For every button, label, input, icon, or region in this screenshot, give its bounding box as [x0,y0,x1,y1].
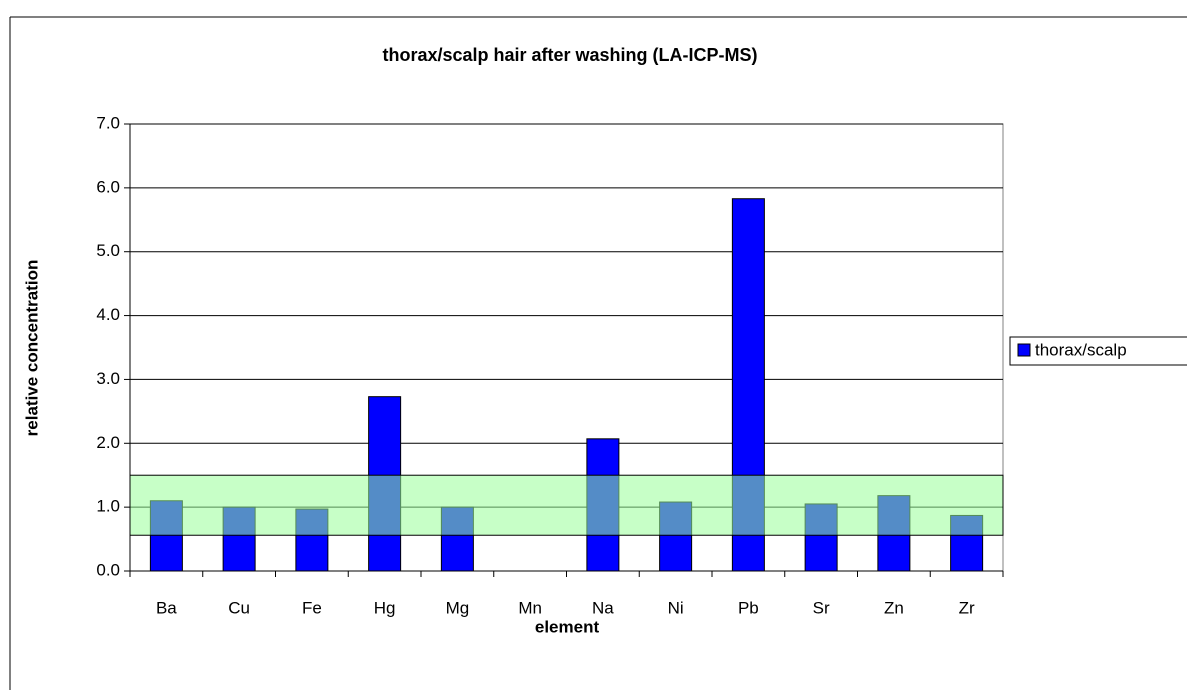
x-tick-label: Cu [228,598,250,617]
x-tick-label: Pb [738,598,759,617]
y-tick-label: 2.0 [96,433,120,452]
chart-title: thorax/scalp hair after washing (LA-ICP-… [382,45,757,65]
x-tick-label: Ba [156,598,177,617]
y-tick-label: 5.0 [96,241,120,260]
highlight-band [129,474,1004,536]
y-tick-label: 6.0 [96,177,120,196]
legend-swatch [1017,343,1031,357]
x-tick-label: Hg [374,598,396,617]
x-tick-label: Mg [446,598,470,617]
x-tick-label: Mn [518,598,542,617]
y-tick-label: 3.0 [96,369,120,388]
x-tick-label: Fe [302,598,322,617]
x-tick-label: Zn [884,598,904,617]
x-axis-label: element [535,617,600,636]
x-tick-label: Na [592,598,614,617]
y-tick-label: 0.0 [96,560,120,579]
x-tick-label: Sr [813,598,830,617]
y-tick-label: 1.0 [96,497,120,516]
y-tick-label: 7.0 [96,113,120,132]
x-tick-label: Ni [668,598,684,617]
legend-box [1009,336,1187,366]
y-axis-label: relative concentration [22,260,41,437]
y-tick-label: 4.0 [96,305,120,324]
x-tick-label: Zr [959,598,975,617]
legend-label: thorax/scalp [1035,340,1127,359]
